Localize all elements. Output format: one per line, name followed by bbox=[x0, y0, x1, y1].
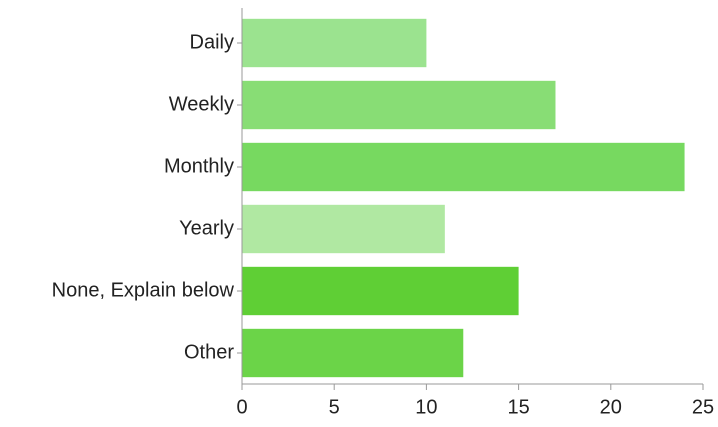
y-tick-label: None, Explain below bbox=[52, 279, 235, 301]
x-tick-label: 15 bbox=[507, 396, 529, 418]
y-tick-label: Monthly bbox=[164, 155, 234, 177]
x-tick-label: 10 bbox=[415, 396, 437, 418]
bar bbox=[242, 80, 556, 130]
bar bbox=[242, 204, 445, 254]
x-tick-label: 20 bbox=[600, 396, 622, 418]
y-tick-label: Daily bbox=[190, 31, 234, 53]
y-tick-label: Weekly bbox=[169, 93, 234, 115]
x-tick-label: 25 bbox=[692, 396, 714, 418]
bar bbox=[242, 142, 685, 192]
bar bbox=[242, 328, 464, 378]
x-tick-label: 5 bbox=[329, 396, 340, 418]
bar bbox=[242, 266, 519, 316]
y-tick-label: Other bbox=[184, 341, 234, 363]
y-tick-label: Yearly bbox=[179, 217, 234, 239]
x-tick-label: 0 bbox=[236, 396, 247, 418]
bar bbox=[242, 18, 427, 68]
